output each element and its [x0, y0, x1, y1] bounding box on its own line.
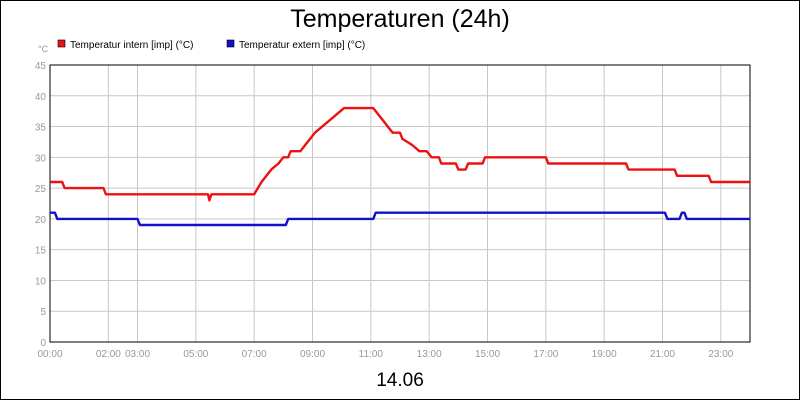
y-tick-label: 35: [35, 123, 47, 134]
x-tick-label: 03:00: [125, 349, 150, 360]
y-tick-label: 5: [40, 307, 46, 318]
y-axis-ticks: 45 40 35 30 25 20 15 10 5 0: [35, 61, 47, 349]
y-tick-label: 45: [35, 61, 47, 72]
series-line-intern: [50, 106, 750, 202]
x-tick-label: 02:00: [96, 349, 121, 360]
x-tick-label: 21:00: [650, 349, 675, 360]
x-tick-label: 19:00: [592, 349, 617, 360]
x-tick-label: 17:00: [533, 349, 558, 360]
x-tick-label: 15:00: [475, 349, 500, 360]
chart-grid: [49, 64, 750, 343]
y-axis-unit: °C: [38, 44, 49, 54]
y-tick-label: 25: [35, 184, 47, 195]
y-tick-label: 40: [35, 92, 47, 103]
chart-series: [50, 106, 750, 227]
x-tick-label: 07:00: [242, 349, 267, 360]
chart-legend: Temperatur intern [imp] (°C) Temperatur e…: [57, 39, 365, 51]
x-tick-label: 11:00: [359, 349, 384, 360]
y-tick-label: 0: [40, 338, 46, 349]
y-tick-label: 10: [35, 276, 47, 287]
y-tick-label: 15: [35, 246, 47, 257]
x-axis-ticks: 00:00 02:00 03:00 05:00 07:00 09:00 11:00 13:00…: [37, 349, 733, 360]
y-tick-label: 30: [35, 153, 47, 164]
x-tick-label: 00:00: [37, 349, 62, 360]
x-tick-label: 09:00: [300, 349, 325, 360]
plot-area: [49, 64, 751, 343]
chart-title: Temperaturen (24h): [290, 5, 510, 33]
series-line-extern: [50, 211, 750, 227]
x-tick-label: 23:00: [708, 349, 733, 360]
x-tick-label: 13:00: [417, 349, 442, 360]
x-tick-label: 05:00: [183, 349, 208, 360]
legend-swatch: [226, 39, 235, 48]
y-tick-label: 20: [35, 215, 47, 226]
legend-label: Temperatur extern [imp] (°C): [239, 40, 365, 51]
chart-date: 14.06: [376, 370, 424, 391]
legend-swatch: [57, 39, 66, 48]
legend-label: Temperatur intern [imp] (°C): [70, 40, 193, 51]
